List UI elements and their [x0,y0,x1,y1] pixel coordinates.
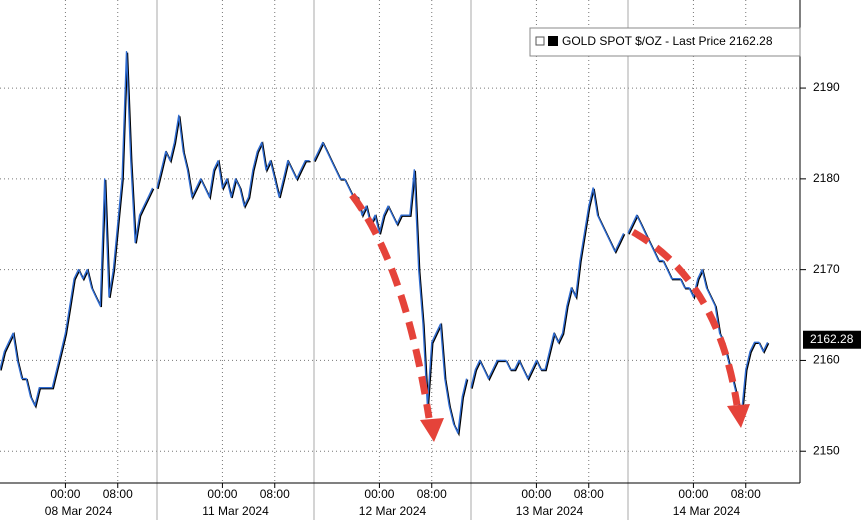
legend: GOLD SPOT $/OZ - Last Price 2162.28 [529,27,801,57]
y-tick-label: 2190 [813,80,840,94]
legend-box [529,27,801,57]
x-tick-label: 00:00 [364,487,394,501]
y-tick-label: 2150 [813,443,840,457]
last-price-label: 2162.28 [810,332,854,346]
x-group-label: 14 Mar 2024 [673,504,741,518]
legend-toggle [535,36,545,46]
x-group-label: 12 Mar 2024 [359,504,427,518]
x-tick-label: 08:00 [417,487,447,501]
price-line [0,51,154,407]
price-line [156,114,310,207]
price-line [627,214,769,416]
x-tick-label: 08:00 [260,487,290,501]
last-price-tag [803,330,861,349]
arrow-head [420,418,444,442]
line-shadow [157,116,311,210]
x-tick-label: 08:00 [103,487,133,501]
x-group-label: 13 Mar 2024 [516,504,584,518]
y-tick-label: 2170 [813,262,840,276]
x-tick-label: 00:00 [50,487,80,501]
axis-layer: 2150 2160 2170 2180 2190 00:00 08:00 08 Mar 202… [45,80,861,518]
x-tick-label: 08:00 [574,487,604,501]
arrow-head [727,404,750,428]
x-group-label: 08 Mar 2024 [45,504,113,518]
x-group-label: 11 Mar 2024 [202,504,269,518]
y-tick-label: 2180 [813,171,840,185]
arrow-line [631,228,741,406]
arrow-line [349,192,433,419]
x-tick-label: 00:00 [521,487,551,501]
grid-layer [0,0,800,520]
x-tick-label: 00:00 [207,487,237,501]
x-tick-label: 08:00 [731,487,761,501]
price-line [313,141,468,434]
line-layer [0,51,770,437]
legend-label: GOLD SPOT $/OZ - Last Price 2162.28 [562,34,773,48]
annotation-arrows [349,192,750,442]
price-line [470,187,625,388]
x-tick-label: 00:00 [678,487,708,501]
y-tick-label: 2160 [813,353,840,367]
legend-swatch [548,36,558,46]
